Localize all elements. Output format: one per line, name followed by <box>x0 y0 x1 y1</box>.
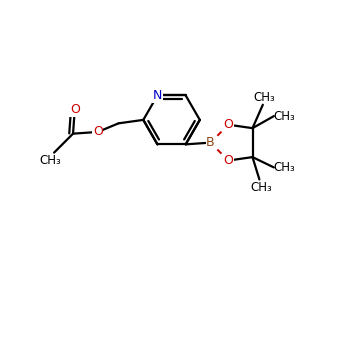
Text: CH₃: CH₃ <box>250 181 272 194</box>
Text: CH₃: CH₃ <box>273 161 295 174</box>
Text: O: O <box>223 154 233 167</box>
Text: O: O <box>70 103 80 116</box>
Text: CH₃: CH₃ <box>39 154 61 167</box>
Text: CH₃: CH₃ <box>254 91 275 104</box>
Text: CH₃: CH₃ <box>273 110 295 122</box>
Text: O: O <box>223 118 233 131</box>
Text: N: N <box>153 89 162 102</box>
Text: O: O <box>93 125 103 139</box>
Text: B: B <box>206 136 215 149</box>
